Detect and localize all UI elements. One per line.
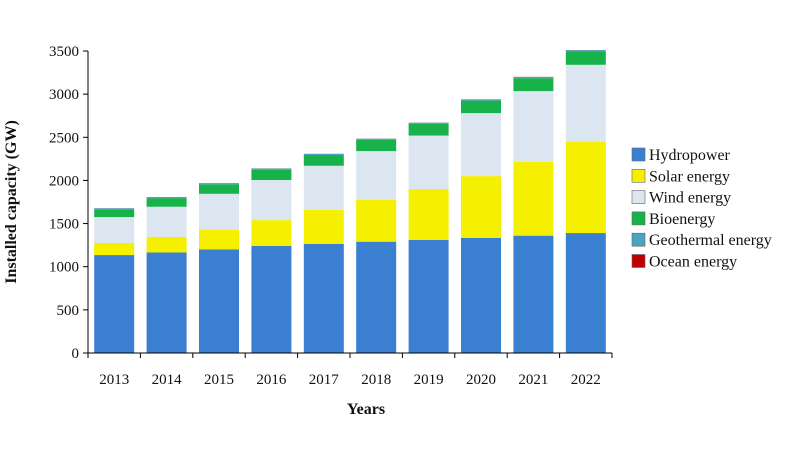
bar-segment-2018-hydropower bbox=[356, 242, 396, 353]
y-tick-label: 0 bbox=[72, 346, 80, 362]
bar-segment-2018-bioenergy bbox=[356, 140, 396, 151]
y-ticks-layer: 0 500 1000 1500 2000 2500 3000 3500 bbox=[49, 44, 88, 362]
x-tick-label: 2013 bbox=[99, 372, 129, 388]
bar-segment-2014-solar-energy bbox=[147, 237, 187, 253]
bar-segment-2021-bioenergy bbox=[513, 78, 553, 91]
bar-segment-2017-bioenergy bbox=[304, 155, 344, 166]
legend-swatch-bioenergy bbox=[632, 212, 645, 225]
bar-segment-2013-bioenergy bbox=[94, 209, 134, 217]
y-axis-title: Installed capacity (GW) bbox=[3, 120, 20, 284]
bar-segment-2021-hydropower bbox=[513, 236, 553, 353]
bar-segment-2019-hydropower bbox=[409, 240, 449, 353]
bar-segment-2022-solar-energy bbox=[566, 142, 606, 233]
bar-segment-2014-geothermal-energy bbox=[147, 197, 187, 198]
bar-segment-2022-wind-energy bbox=[566, 65, 606, 142]
bar-segment-2014-bioenergy bbox=[147, 198, 187, 207]
bar-segment-2022-geothermal-energy bbox=[566, 50, 606, 51]
bar-segment-2020-geothermal-energy bbox=[461, 99, 501, 100]
legend-label-solar-energy: Solar energy bbox=[649, 168, 730, 185]
y-tick-label: 500 bbox=[57, 303, 80, 319]
bar-segment-2015-bioenergy bbox=[199, 184, 239, 193]
legend-swatch-wind-energy bbox=[632, 191, 645, 204]
bar-segment-2021-wind-energy bbox=[513, 91, 553, 162]
bar-segment-2020-solar-energy bbox=[461, 176, 501, 238]
bar-segment-2021-solar-energy bbox=[513, 162, 553, 236]
x-axis-title: Years bbox=[347, 401, 385, 418]
bar-segment-2020-wind-energy bbox=[461, 113, 501, 176]
bar-segment-2017-geothermal-energy bbox=[304, 154, 344, 155]
legend-swatch-hydropower bbox=[632, 148, 645, 161]
bar-segment-2021-geothermal-energy bbox=[513, 77, 553, 78]
bar-segment-2014-wind-energy bbox=[147, 207, 187, 237]
bar-segment-2013-geothermal-energy bbox=[94, 208, 134, 209]
bar-segment-2015-geothermal-energy bbox=[199, 183, 239, 184]
legend-label-hydropower: Hydropower bbox=[649, 147, 731, 164]
x-tick-label: 2017 bbox=[309, 372, 340, 388]
bar-segment-2019-geothermal-energy bbox=[409, 123, 449, 124]
x-tick-label: 2020 bbox=[466, 372, 496, 388]
bar-segment-2016-geothermal-energy bbox=[251, 169, 291, 170]
bar-segment-2020-hydropower bbox=[461, 238, 501, 353]
legend-swatch-solar-energy bbox=[632, 169, 645, 182]
bar-segment-2018-solar-energy bbox=[356, 200, 396, 242]
bars-layer bbox=[94, 50, 606, 353]
bar-segment-2013-wind-energy bbox=[94, 217, 134, 243]
bar-segment-2016-wind-energy bbox=[251, 180, 291, 220]
y-tick-label: 3000 bbox=[49, 87, 79, 103]
bar-segment-2013-solar-energy bbox=[94, 243, 134, 255]
bar-segment-2019-solar-energy bbox=[409, 189, 449, 240]
y-tick-label: 3500 bbox=[49, 44, 79, 60]
legend-swatch-geothermal-energy bbox=[632, 233, 645, 246]
bar-segment-2015-hydropower bbox=[199, 249, 239, 353]
legend-label-bioenergy: Bioenergy bbox=[649, 211, 715, 228]
bar-segment-2017-solar-energy bbox=[304, 210, 344, 244]
x-tick-label: 2016 bbox=[256, 372, 287, 388]
legend: Hydropower Solar energy Wind energy Bioener… bbox=[632, 147, 772, 271]
legend-swatch-ocean-energy bbox=[632, 255, 645, 268]
x-tick-label: 2022 bbox=[571, 372, 601, 388]
bar-segment-2018-geothermal-energy bbox=[356, 139, 396, 140]
bar-segment-2015-solar-energy bbox=[199, 230, 239, 250]
bar-segment-2013-hydropower bbox=[94, 255, 134, 353]
bar-segment-2020-bioenergy bbox=[461, 101, 501, 114]
x-ticks-layer: 2013 2014 2015 2016 2017 2018 2019 2020 2021 2022 bbox=[88, 353, 612, 388]
y-tick-label: 1000 bbox=[49, 260, 79, 276]
bar-segment-2014-hydropower bbox=[147, 252, 187, 353]
bar-segment-2019-wind-energy bbox=[409, 136, 449, 190]
y-tick-label: 2000 bbox=[49, 173, 79, 189]
x-tick-label: 2014 bbox=[152, 372, 183, 388]
x-tick-label: 2015 bbox=[204, 372, 234, 388]
x-tick-label: 2021 bbox=[518, 372, 548, 388]
bar-segment-2016-bioenergy bbox=[251, 170, 291, 180]
bar-segment-2016-solar-energy bbox=[251, 220, 291, 246]
legend-label-geothermal-energy: Geothermal energy bbox=[649, 232, 772, 249]
bar-segment-2018-wind-energy bbox=[356, 151, 396, 200]
x-tick-label: 2018 bbox=[361, 372, 391, 388]
x-tick-label: 2019 bbox=[414, 372, 444, 388]
bar-segment-2022-hydropower bbox=[566, 233, 606, 353]
legend-label-ocean-energy: Ocean energy bbox=[649, 254, 737, 271]
bar-segment-2016-hydropower bbox=[251, 246, 291, 353]
bar-segment-2022-bioenergy bbox=[566, 51, 606, 64]
bar-segment-2017-wind-energy bbox=[304, 166, 344, 210]
bar-segment-2019-bioenergy bbox=[409, 124, 449, 136]
y-tick-label: 2500 bbox=[49, 130, 79, 146]
y-tick-label: 1500 bbox=[49, 217, 79, 233]
legend-label-wind-energy: Wind energy bbox=[649, 190, 731, 207]
bar-segment-2015-wind-energy bbox=[199, 194, 239, 230]
bar-segment-2017-hydropower bbox=[304, 244, 344, 353]
